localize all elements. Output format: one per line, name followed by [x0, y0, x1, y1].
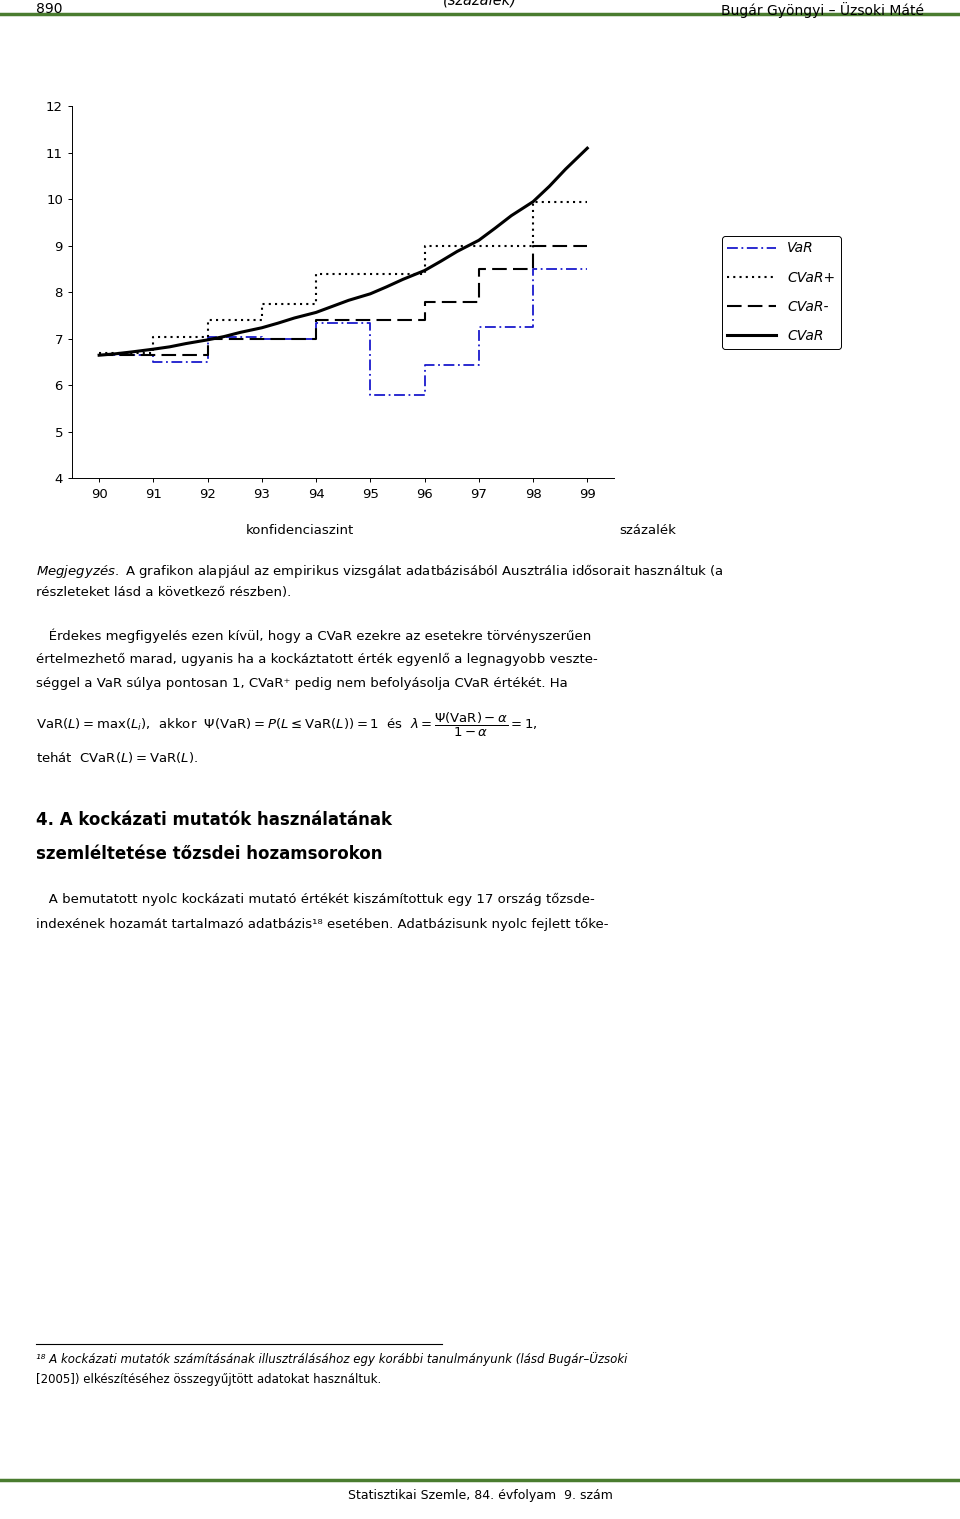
Text: értelmezhető marad, ugyanis ha a kockáztatott érték egyenlő a legnagyobb veszte-: értelmezhető marad, ugyanis ha a kockázt…: [36, 653, 598, 667]
Text: tehát  CVaR$(L) = \mathrm{VaR}(L)$.: tehát CVaR$(L) = \mathrm{VaR}(L)$.: [36, 750, 199, 766]
Text: indexének hozamát tartalmazó adatbázis¹⁸ esetében. Adatbázisunk nyolc fejlett tő: indexének hozamát tartalmazó adatbázis¹⁸…: [36, 917, 609, 931]
Text: százalék: százalék: [619, 524, 676, 538]
Text: részleteket lásd a következő részben).: részleteket lásd a következő részben).: [36, 586, 292, 600]
Text: [2005]) elkészítéséhez összegyűjtött adatokat használtuk.: [2005]) elkészítéséhez összegyűjtött ada…: [36, 1373, 382, 1387]
Text: 890: 890: [36, 2, 63, 17]
Text: séggel a VaR súlya pontosan 1, CVaR⁺ pedig nem befolyásolja CVaR értékét. Ha: séggel a VaR súlya pontosan 1, CVaR⁺ ped…: [36, 677, 568, 691]
Text: ¹⁸ A kockázati mutatók számításának illusztrálásához egy korábbi tanulmányunk (l: ¹⁸ A kockázati mutatók számításának illu…: [36, 1352, 628, 1366]
Text: Érdekes megfigyelés ezen kívül, hogy a CVaR ezekre az esetekre törvényszerűen: Érdekes megfigyelés ezen kívül, hogy a C…: [36, 629, 591, 644]
Text: 4. A kockázati mutatók használatának: 4. A kockázati mutatók használatának: [36, 811, 393, 829]
Text: konfidenciaszint: konfidenciaszint: [246, 524, 354, 538]
Text: szemléltetése tőzsdei hozamsorokon: szemléltetése tőzsdei hozamsorokon: [36, 845, 383, 863]
Text: A bemutatott nyolc kockázati mutató értékét kiszámítottuk egy 17 ország tőzsde-: A bemutatott nyolc kockázati mutató érté…: [36, 893, 595, 907]
Text: $Megjegyzés.$ A grafikon alapjául az empirikus vizsgálat adatbázisából Ausztráli: $Megjegyzés.$ A grafikon alapjául az emp…: [36, 562, 724, 580]
Text: Bugár Gyöngyi – Üzsoki Máté: Bugár Gyöngyi – Üzsoki Máté: [721, 2, 924, 18]
Text: (százalék): (százalék): [443, 0, 517, 8]
Text: VaR$(L) = \max(L_i)$,  akkor  $\Psi(\mathrm{VaR}) = P(L \leq \mathrm{VaR}(L)) = : VaR$(L) = \max(L_i)$, akkor $\Psi(\mathr…: [36, 711, 538, 740]
Legend: VaR, CVaR+, CVaR-, CVaR: VaR, CVaR+, CVaR-, CVaR: [722, 235, 841, 349]
Text: Statisztikai Szemle, 84. évfolyam  9. szám: Statisztikai Szemle, 84. évfolyam 9. szá…: [348, 1489, 612, 1502]
